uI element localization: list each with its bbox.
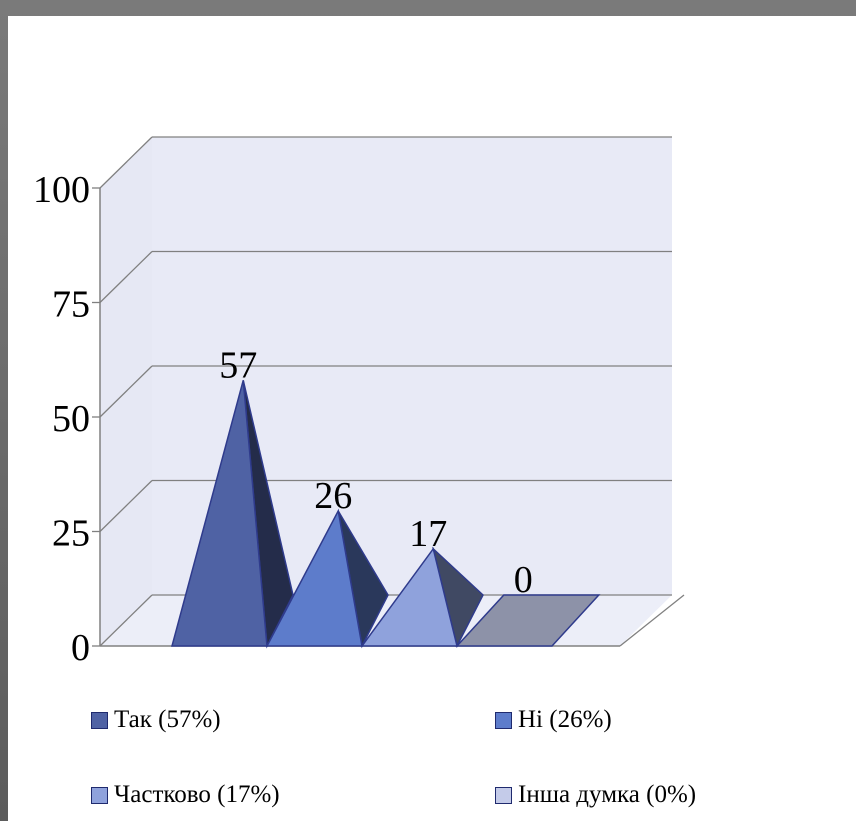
gridline-side-0 bbox=[99, 594, 153, 647]
data-label-4: 0 bbox=[514, 559, 533, 601]
floor-edge bbox=[619, 594, 685, 647]
gridline-side-75 bbox=[99, 251, 153, 303]
legend-swatch-1 bbox=[91, 711, 108, 729]
data-label-1: 57 bbox=[219, 344, 257, 386]
legend-item-4: Інша думка (0%) bbox=[495, 781, 696, 809]
pyramid-1 bbox=[171, 380, 268, 647]
gridline-side-25 bbox=[99, 480, 153, 532]
data-label-2: 26 bbox=[314, 475, 352, 517]
gridline-side-100 bbox=[99, 136, 153, 189]
y-tick-label-75: 75 bbox=[52, 284, 90, 326]
pyramid-4 bbox=[455, 594, 601, 647]
gridline-side-50 bbox=[99, 365, 153, 418]
legend-swatch-3 bbox=[91, 786, 108, 804]
pyramid-2 bbox=[265, 508, 363, 647]
pyramid-chart: 0 25 50 75 100 57 26 17 0 bbox=[33, 136, 685, 669]
legend-item-3: Частково (17%) bbox=[91, 781, 280, 809]
legend-label-3: Частково (17%) bbox=[114, 781, 280, 808]
legend-label-2: Ні (26%) bbox=[518, 706, 612, 733]
data-label-3: 17 bbox=[409, 513, 447, 555]
legend-item-2: Ні (26%) bbox=[495, 706, 612, 734]
pyramid-3 bbox=[360, 547, 458, 647]
y-tick-label-0: 0 bbox=[71, 627, 90, 669]
legend-label-4: Інша думка (0%) bbox=[518, 781, 697, 808]
legend-item-1: Так (57%) bbox=[91, 706, 221, 734]
y-tick-label-50: 50 bbox=[52, 398, 90, 440]
chart-panel: 0 25 50 75 100 57 26 17 0 Так (57%) Ні (26%) Час… bbox=[8, 16, 856, 821]
legend-swatch-2 bbox=[495, 711, 512, 729]
legend-swatch-4 bbox=[495, 786, 512, 804]
y-tick-label-100: 100 bbox=[33, 169, 90, 211]
y-tick-label-25: 25 bbox=[52, 513, 90, 555]
legend-label-1: Так (57%) bbox=[114, 706, 221, 733]
